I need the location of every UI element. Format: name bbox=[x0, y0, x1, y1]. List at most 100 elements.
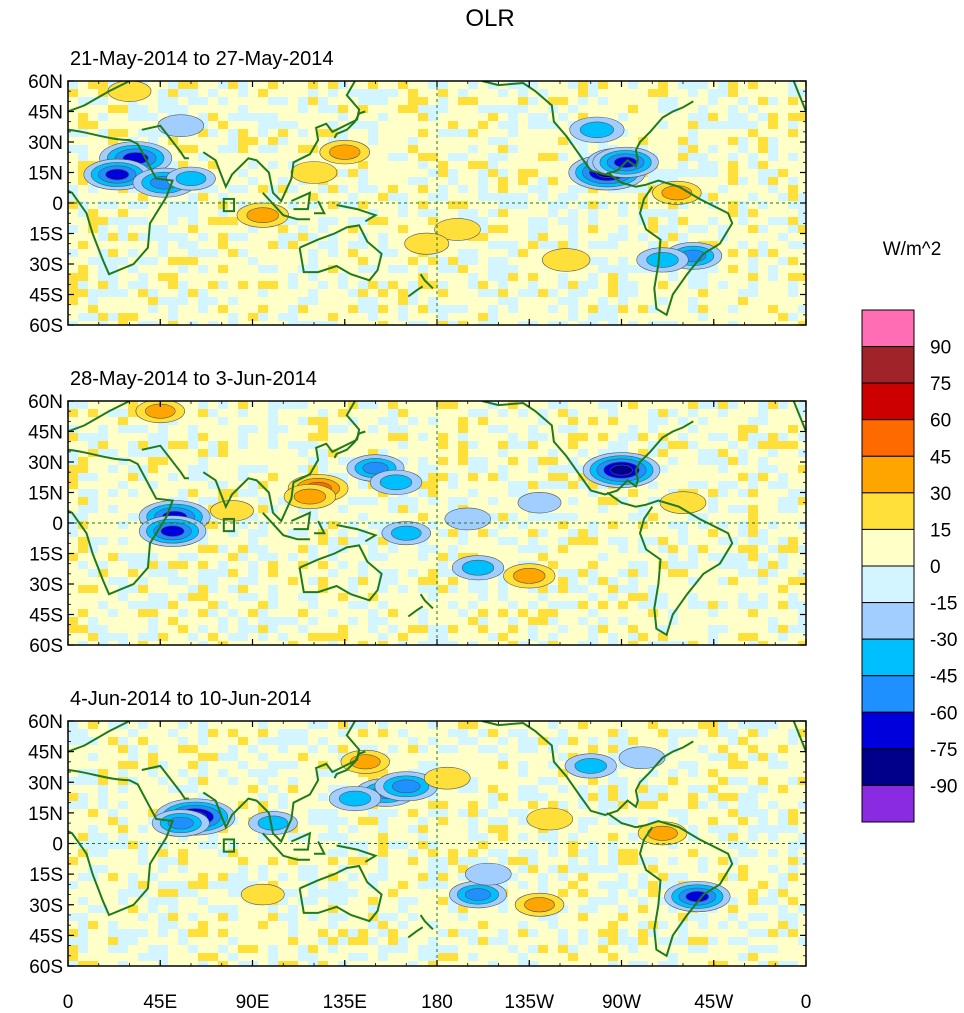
texture-cell bbox=[448, 401, 458, 409]
texture-cell bbox=[168, 905, 178, 913]
texture-cell bbox=[188, 881, 198, 889]
texture-cell bbox=[148, 617, 158, 625]
texture-cell bbox=[398, 841, 408, 849]
texture-cell bbox=[458, 553, 468, 561]
texture-cell bbox=[148, 137, 158, 145]
texture-cell bbox=[478, 409, 488, 417]
texture-cell bbox=[628, 577, 638, 585]
texture-cell bbox=[408, 825, 418, 833]
texture-cell bbox=[628, 633, 638, 641]
texture-cell bbox=[578, 537, 588, 545]
texture-cell bbox=[88, 505, 98, 513]
texture-cell bbox=[88, 81, 98, 89]
texture-cell bbox=[478, 857, 488, 865]
texture-cell bbox=[358, 569, 368, 577]
texture-cell bbox=[368, 313, 378, 321]
texture-cell bbox=[748, 153, 758, 161]
texture-cell bbox=[548, 777, 558, 785]
texture-cell bbox=[748, 505, 758, 513]
texture-cell bbox=[508, 457, 518, 465]
texture-cell bbox=[168, 897, 178, 905]
texture-cell bbox=[778, 961, 788, 966]
texture-cell bbox=[308, 441, 318, 449]
texture-cell bbox=[318, 321, 328, 325]
texture-cell bbox=[418, 489, 428, 497]
texture-cell bbox=[118, 897, 128, 905]
texture-cell bbox=[328, 553, 338, 561]
texture-cell bbox=[778, 817, 788, 825]
texture-cell bbox=[358, 105, 368, 113]
texture-cell bbox=[748, 889, 758, 897]
texture-cell bbox=[488, 105, 498, 113]
texture-cell bbox=[228, 553, 238, 561]
texture-cell bbox=[618, 913, 628, 921]
texture-cell bbox=[98, 313, 108, 321]
texture-cell bbox=[228, 81, 238, 89]
texture-cell bbox=[218, 121, 228, 129]
texture-cell bbox=[728, 897, 738, 905]
texture-cell bbox=[698, 937, 708, 945]
anomaly-contour bbox=[646, 252, 679, 268]
texture-cell bbox=[768, 265, 778, 273]
texture-cell bbox=[218, 945, 228, 953]
texture-cell bbox=[788, 921, 798, 929]
texture-cell bbox=[108, 409, 118, 417]
texture-cell bbox=[748, 929, 758, 937]
texture-cell bbox=[98, 905, 108, 913]
texture-cell bbox=[118, 761, 128, 769]
texture-cell bbox=[388, 929, 398, 937]
texture-cell bbox=[688, 761, 698, 769]
texture-cell bbox=[588, 609, 598, 617]
texture-cell bbox=[728, 761, 738, 769]
texture-cell bbox=[748, 81, 758, 89]
texture-cell bbox=[558, 625, 568, 633]
texture-cell bbox=[308, 457, 318, 465]
texture-cell bbox=[488, 793, 498, 801]
texture-cell bbox=[78, 921, 88, 929]
texture-cell bbox=[438, 185, 448, 193]
texture-cell bbox=[258, 529, 268, 537]
texture-cell bbox=[498, 209, 508, 217]
texture-cell bbox=[308, 817, 318, 825]
texture-cell bbox=[428, 417, 438, 425]
texture-cell bbox=[458, 913, 468, 921]
texture-cell bbox=[608, 497, 618, 505]
texture-cell bbox=[128, 113, 138, 121]
texture-cell bbox=[78, 313, 88, 321]
texture-cell bbox=[448, 585, 458, 593]
colorbar-swatch bbox=[861, 784, 915, 823]
texture-cell bbox=[148, 953, 158, 961]
texture-cell bbox=[488, 289, 498, 297]
texture-cell bbox=[88, 257, 98, 265]
texture-cell bbox=[328, 105, 338, 113]
texture-cell bbox=[258, 737, 268, 745]
texture-cell bbox=[478, 617, 488, 625]
texture-cell bbox=[108, 257, 118, 265]
colorbar-label: 30 bbox=[930, 484, 951, 505]
texture-cell bbox=[788, 737, 798, 745]
texture-cell bbox=[118, 785, 128, 793]
texture-cell bbox=[78, 201, 88, 209]
texture-cell bbox=[488, 241, 498, 249]
texture-cell bbox=[248, 569, 258, 577]
texture-cell bbox=[348, 857, 358, 865]
texture-cell bbox=[748, 953, 758, 961]
texture-cell bbox=[768, 305, 778, 313]
texture-cell bbox=[78, 929, 88, 937]
texture-cell bbox=[88, 209, 98, 217]
maldives-box bbox=[222, 517, 236, 533]
texture-cell bbox=[608, 745, 618, 753]
texture-cell bbox=[378, 305, 388, 313]
texture-cell bbox=[448, 625, 458, 633]
texture-cell bbox=[198, 625, 208, 633]
texture-cell bbox=[598, 785, 608, 793]
texture-cell bbox=[408, 257, 418, 265]
texture-cell bbox=[658, 225, 668, 233]
texture-cell bbox=[538, 913, 548, 921]
texture-cell bbox=[148, 233, 158, 241]
texture-cell bbox=[778, 761, 788, 769]
texture-cell bbox=[768, 217, 778, 225]
texture-cell bbox=[528, 113, 538, 121]
texture-cell bbox=[778, 561, 788, 569]
texture-cell bbox=[438, 433, 448, 441]
